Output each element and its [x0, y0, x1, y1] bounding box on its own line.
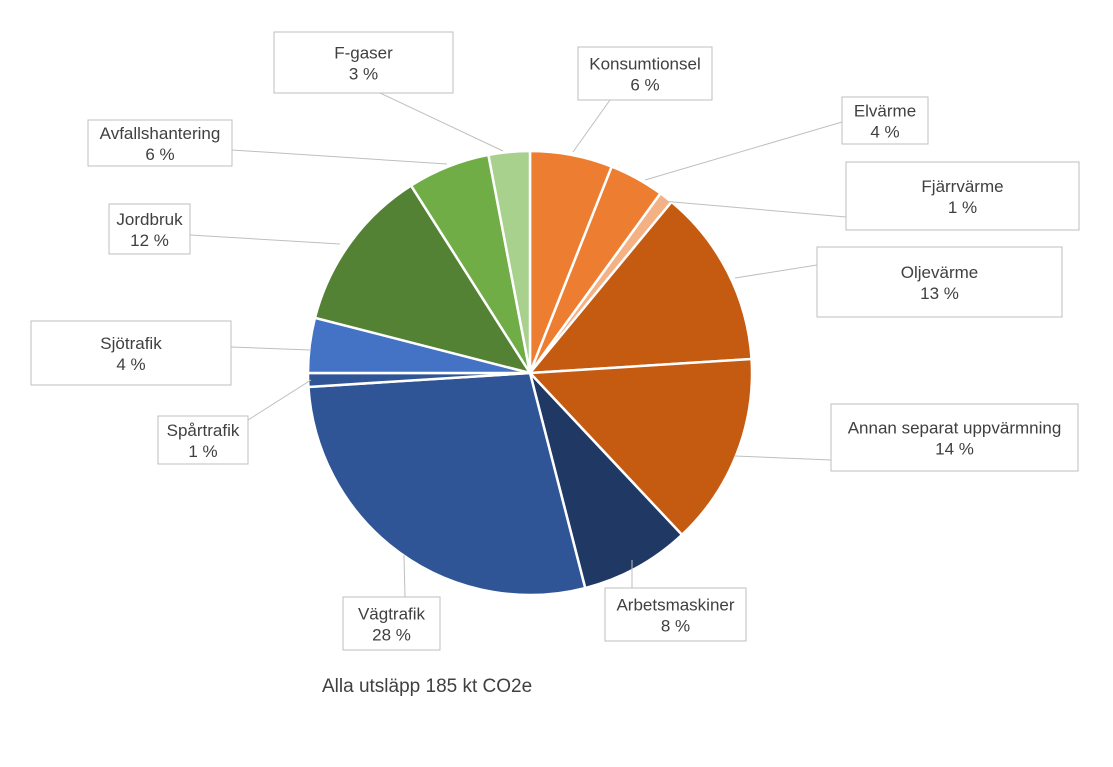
slice-value-label: 6 % [630, 76, 659, 95]
leader-line [230, 346, 311, 351]
pie-labels: Konsumtionsel 6 % Elvärme 4 % Fjärrvärme 1 % O… [30, 31, 1080, 651]
slice-value-label: 6 % [145, 145, 174, 164]
data-label-box [816, 246, 1063, 318]
slice-value-label: 14 % [935, 440, 974, 459]
slice-value-label: 4 % [870, 123, 899, 142]
slice-name-label: Arbetsmaskiner [616, 596, 734, 615]
data-label-box [157, 415, 249, 465]
data-label-box [845, 161, 1080, 231]
slice-name-label: Fjärrvärme [921, 177, 1003, 196]
data-label-box [841, 96, 929, 145]
slice-name-label: F-gaser [334, 44, 393, 63]
slice-name-label: Sjötrafik [100, 334, 162, 353]
data-label-box [830, 403, 1079, 472]
leader-line [403, 554, 406, 598]
slice-value-label: 1 % [948, 198, 977, 217]
data-label-box [30, 320, 232, 386]
slice-name-label: Spårtrafik [167, 421, 240, 440]
data-label-box [87, 119, 233, 167]
slice-value-label: 12 % [130, 231, 169, 250]
slice-name-label: Avfallshantering [100, 124, 221, 143]
leader-line [661, 200, 847, 218]
leader-line [644, 121, 843, 181]
slice-vägtrafik [307, 371, 587, 597]
leader-line [734, 264, 818, 279]
leader-line [379, 92, 504, 152]
leader-line [247, 379, 312, 421]
slice-value-label: 28 % [372, 626, 411, 645]
slice-arbetsmaskiner [528, 372, 684, 590]
slice-value-label: 3 % [349, 65, 378, 84]
data-label-box [342, 596, 441, 651]
slice-name-label: Elvärme [854, 102, 916, 121]
data-label-box [273, 31, 454, 94]
slice-annan-separat-uppvärmning [527, 357, 754, 537]
data-label-box [604, 587, 747, 642]
leader-line [734, 455, 832, 461]
slice-name-label: Jordbruk [116, 210, 183, 229]
slice-value-label: 13 % [920, 284, 959, 303]
slice-f-gaser [486, 149, 532, 374]
slice-name-label: Oljevärme [901, 263, 978, 282]
leader-line [572, 99, 611, 153]
slice-value-label: 1 % [188, 442, 217, 461]
data-label-box [577, 46, 713, 101]
slice-jordbruk [313, 183, 533, 375]
leader-line [231, 149, 448, 165]
slice-value-label: 4 % [116, 355, 145, 374]
chart-caption: Alla utsläpp 185 kt CO2e [322, 676, 533, 697]
slice-name-label: Annan separat uppvärmning [848, 419, 1062, 438]
leader-line [189, 234, 341, 245]
slice-value-label: 8 % [661, 617, 690, 636]
slice-name-label: Konsumtionsel [589, 55, 701, 74]
data-label-box [108, 203, 191, 255]
slice-name-label: Vägtrafik [358, 605, 426, 624]
pie-slices [306, 149, 754, 597]
slice-oljevärme [527, 200, 753, 375]
